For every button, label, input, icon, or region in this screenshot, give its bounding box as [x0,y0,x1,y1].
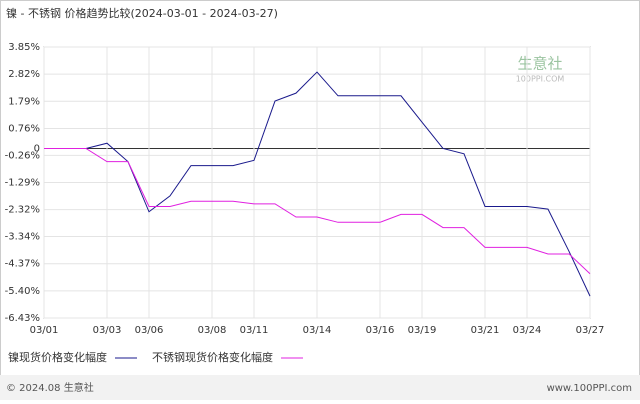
x-tick-label: 03/03 [93,325,122,336]
x-tick-label: 03/21 [471,325,500,336]
series-line [44,71,591,297]
y-tick-label: 2.82% [8,69,40,80]
x-tick-label: 03/11 [240,325,269,336]
legend-label: 镍现货价格变化幅度 [8,350,107,364]
x-tick-label: 03/19 [408,325,437,336]
y-tick-label: -1.29% [5,178,40,189]
y-tick-label: 0 [34,143,40,154]
y-tick-label: -3.34% [5,232,40,243]
y-tick-label: -5.40% [5,286,40,297]
y-tick-label: -4.37% [5,259,40,270]
chart-title: 镍 - 不锈钢 价格趋势比较(2024-03-01 - 2024-03-27) [6,6,278,20]
watermark-url: 100PPI.COM [516,75,565,84]
series-line [44,147,591,275]
x-tick-label: 03/06 [135,325,164,336]
y-tick-label: -0.26% [5,150,40,161]
watermark: 生意社 [517,55,562,73]
footer-band [0,375,640,400]
x-tick-label: 03/16 [366,325,395,336]
x-tick-label: 03/24 [513,325,542,336]
x-tick-label: 03/14 [303,325,332,336]
legend-label: 不锈钢现货价格变化幅度 [152,350,273,364]
y-tick-label: 3.85% [8,42,40,53]
x-tick-label: 03/01 [30,325,59,336]
y-tick-label: -2.32% [5,205,40,216]
footer-right: www.100PPI.com [547,383,632,394]
x-tick-label: 03/08 [198,325,227,336]
y-tick-label: 1.79% [8,96,40,107]
footer-left: © 2024.08 生意社 [6,381,94,394]
y-tick-label: 0.76% [8,123,40,134]
y-tick-label: -6.43% [5,313,40,324]
x-tick-label: 03/27 [576,325,605,336]
